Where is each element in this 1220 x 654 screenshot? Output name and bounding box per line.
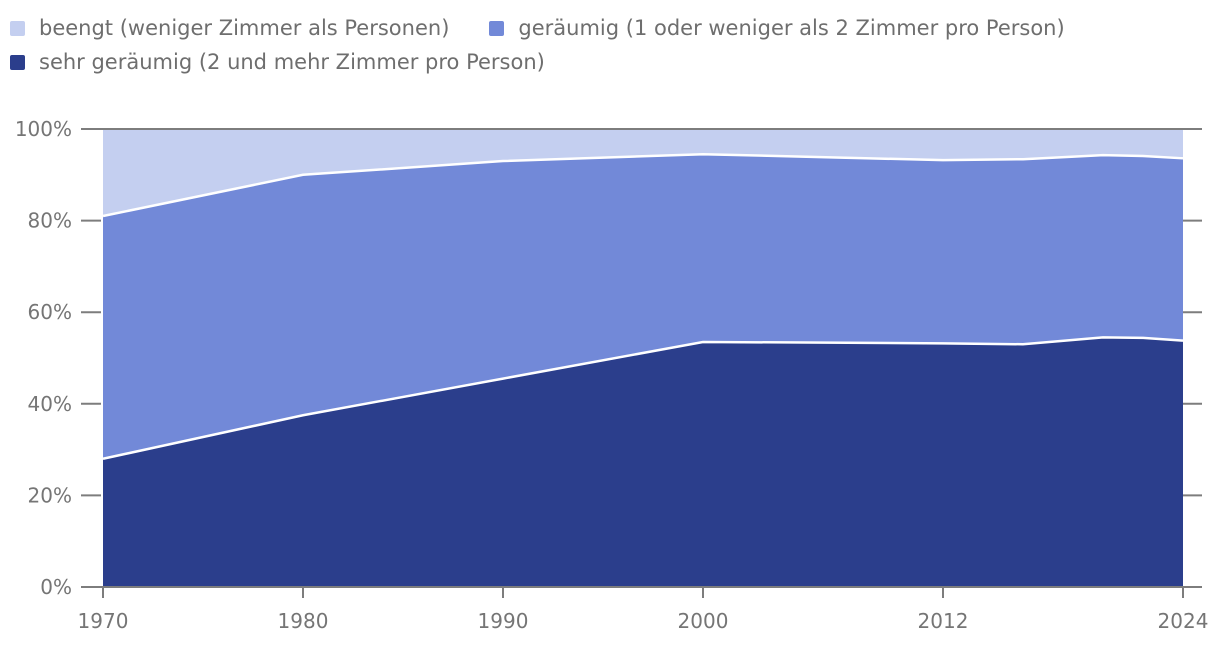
y-axis-label: 60%: [28, 300, 72, 324]
legend-swatch-geraeumig: [489, 21, 505, 36]
axes-group: [81, 128, 1202, 598]
y-axis-label: 20%: [28, 483, 72, 507]
legend-swatch-beengt: [10, 21, 25, 36]
legend-swatch-sehr-geraeumig: [10, 55, 25, 70]
y-axis-label: 0%: [40, 575, 72, 599]
area-series-0: [103, 129, 1183, 217]
area-series-1: [103, 154, 1183, 459]
legend-label-geraeumig: geräumig (1 oder weniger als 2 Zimmer pr…: [518, 16, 1065, 40]
legend-label-sehr-geraeumig: sehr geräumig (2 und mehr Zimmer pro Per…: [39, 50, 545, 74]
y-axis-label: 80%: [28, 209, 72, 233]
x-axis-label: 2024: [1158, 609, 1209, 633]
x-axis-label: 2000: [678, 609, 729, 633]
y-axis-label: 40%: [28, 392, 72, 416]
x-axis-label: 1990: [478, 609, 529, 633]
x-axis-label: 1970: [78, 609, 129, 633]
legend-item-sehr-geraeumig: sehr geräumig (2 und mehr Zimmer pro Per…: [10, 51, 545, 74]
series-boundary: [102, 336, 1184, 460]
area-series-2: [103, 337, 1183, 587]
chart-legend: beengt (weniger Zimmer als Personen) ger…: [10, 17, 1210, 74]
legend-label-beengt: beengt (weniger Zimmer als Personen): [39, 16, 450, 40]
axis-labels-group: 0% 20% 40% 60% 80% 100% 1970 1980 1990 2000 2012 20…: [15, 117, 1209, 633]
area-series-group: [103, 129, 1183, 587]
series-boundary-group: [102, 152, 1184, 460]
legend-item-beengt: beengt (weniger Zimmer als Personen): [10, 17, 449, 40]
x-axis-label: 1980: [278, 609, 329, 633]
x-axis-label: 2012: [918, 609, 969, 633]
y-axis-label: 100%: [15, 117, 72, 141]
legend-item-geraeumig: geräumig (1 oder weniger als 2 Zimmer pr…: [489, 16, 1065, 40]
series-boundary: [102, 152, 1184, 218]
